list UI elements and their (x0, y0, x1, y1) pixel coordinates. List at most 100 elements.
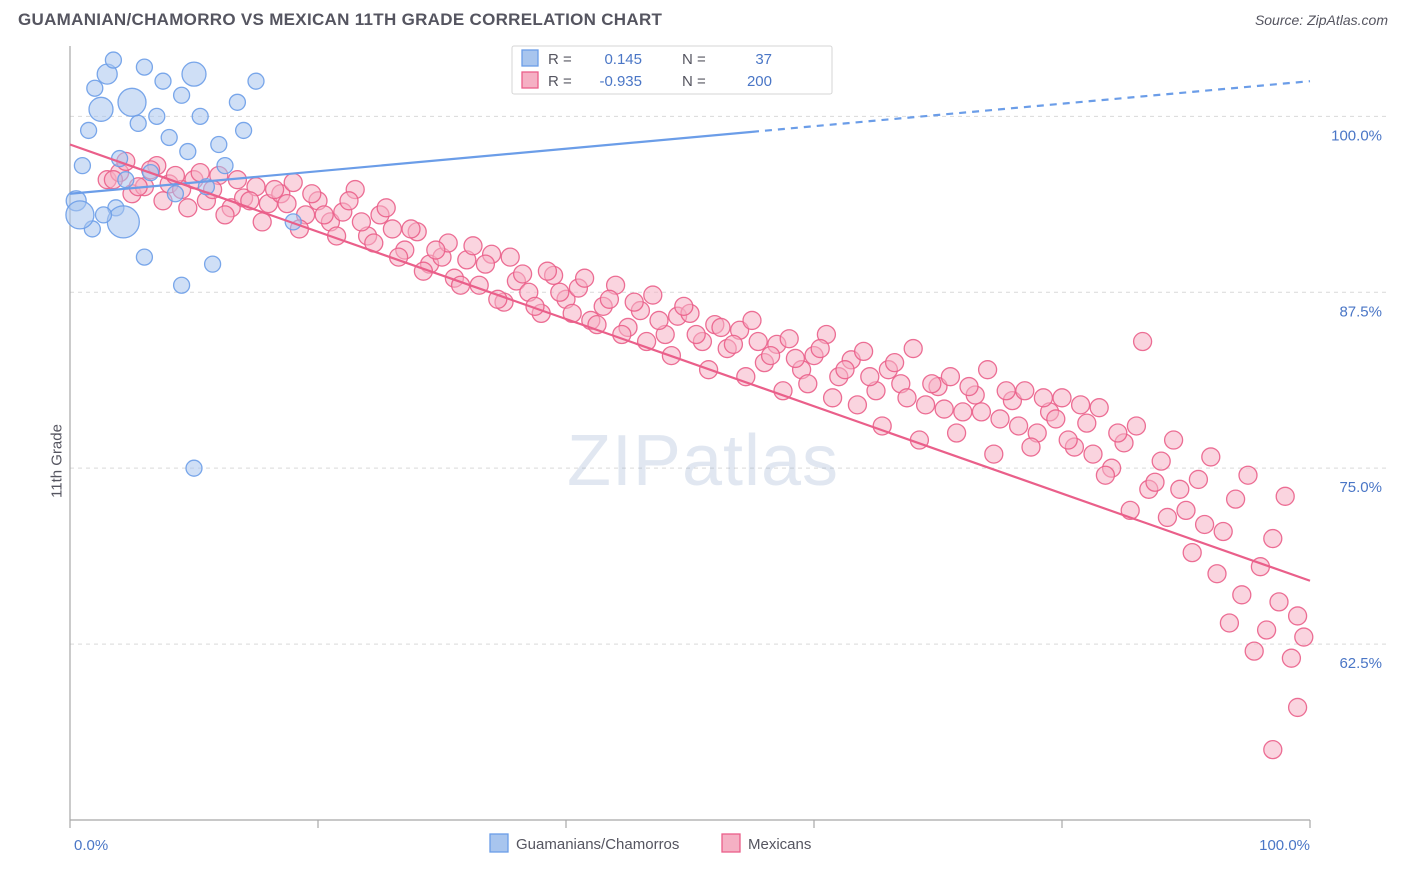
data-point (377, 199, 395, 217)
x-tick-label-left: 0.0% (74, 837, 108, 854)
data-point (1202, 448, 1220, 466)
y-tick-label: 75.0% (1339, 479, 1382, 496)
data-point (780, 330, 798, 348)
data-point (799, 375, 817, 393)
data-point (105, 52, 121, 68)
data-point (1059, 431, 1077, 449)
data-point (1245, 642, 1263, 660)
data-point (1146, 473, 1164, 491)
data-point (762, 347, 780, 365)
data-point (66, 201, 94, 229)
data-point (1276, 487, 1294, 505)
data-point (464, 237, 482, 255)
data-point (687, 325, 705, 343)
data-point (1090, 399, 1108, 417)
data-point (217, 158, 233, 174)
data-point (1196, 515, 1214, 533)
data-point (1258, 621, 1276, 639)
x-tick-label-right: 100.0% (1259, 837, 1310, 854)
data-point (81, 122, 97, 138)
data-point (917, 396, 935, 414)
data-point (87, 80, 103, 96)
data-point (625, 293, 643, 311)
data-point (402, 220, 420, 238)
data-point (1233, 586, 1251, 604)
data-point (1171, 480, 1189, 498)
data-point (1034, 389, 1052, 407)
data-point (991, 410, 1009, 428)
stats-value: 0.145 (604, 51, 642, 68)
y-tick-label: 100.0% (1331, 127, 1382, 144)
stats-label: N = (682, 73, 706, 90)
data-point (1289, 698, 1307, 716)
data-point (476, 255, 494, 273)
data-point (836, 361, 854, 379)
data-point (501, 248, 519, 266)
data-point (514, 265, 532, 283)
data-point (1158, 508, 1176, 526)
data-point (303, 185, 321, 203)
data-point (724, 335, 742, 353)
data-point (551, 283, 569, 301)
data-point (107, 206, 139, 238)
data-point (1214, 523, 1232, 541)
data-point (576, 269, 594, 287)
data-point (1183, 544, 1201, 562)
data-point (1295, 628, 1313, 646)
data-point (383, 220, 401, 238)
data-point (1227, 490, 1245, 508)
data-point (941, 368, 959, 386)
data-point (216, 206, 234, 224)
data-point (743, 311, 761, 329)
data-point (89, 97, 113, 121)
data-point (1208, 565, 1226, 583)
y-tick-label: 87.5% (1339, 303, 1382, 320)
stats-value: 200 (747, 73, 772, 90)
data-point (167, 186, 183, 202)
data-point (985, 445, 1003, 463)
data-point (1127, 417, 1145, 435)
data-point (1220, 614, 1238, 632)
data-point (644, 286, 662, 304)
data-point (182, 62, 206, 86)
data-point (948, 424, 966, 442)
data-point (118, 88, 146, 116)
stats-label: R = (548, 51, 572, 68)
data-point (935, 400, 953, 418)
data-point (600, 290, 618, 308)
data-point (979, 361, 997, 379)
data-point (650, 311, 668, 329)
data-point (136, 59, 152, 75)
data-point (1152, 452, 1170, 470)
data-point (74, 158, 90, 174)
data-point (1016, 382, 1034, 400)
data-point (898, 389, 916, 407)
data-point (211, 137, 227, 153)
legend-label: Guamanians/Chamorros (516, 836, 679, 853)
trend-line (70, 145, 1310, 581)
data-point (786, 349, 804, 367)
data-point (1010, 417, 1028, 435)
stats-label: R = (548, 73, 572, 90)
data-point (205, 256, 221, 272)
data-point (95, 207, 111, 223)
stats-legend: R =0.145N =37R =-0.935N =200 (512, 46, 832, 94)
data-point (1282, 649, 1300, 667)
data-point (179, 199, 197, 217)
chart-title: GUAMANIAN/CHAMORRO VS MEXICAN 11TH GRADE… (18, 10, 662, 30)
legend-swatch (490, 834, 508, 852)
data-point (248, 73, 264, 89)
data-point (266, 181, 284, 199)
data-point (284, 174, 302, 192)
data-point (1072, 396, 1090, 414)
data-point (749, 333, 767, 351)
data-point (904, 340, 922, 358)
data-point (174, 87, 190, 103)
data-point (1239, 466, 1257, 484)
data-point (136, 249, 152, 265)
data-point (1096, 466, 1114, 484)
legend-bottom: Guamanians/ChamorrosMexicans (490, 834, 811, 853)
data-point (155, 73, 171, 89)
data-point (1289, 607, 1307, 625)
data-point (1189, 470, 1207, 488)
